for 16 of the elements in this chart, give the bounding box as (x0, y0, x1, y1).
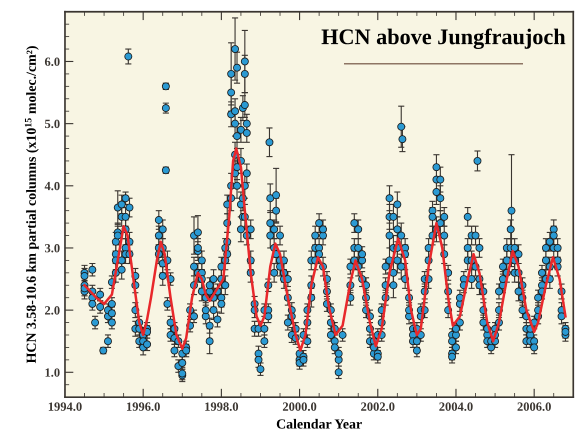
x-tick-label: 2004.0 (439, 402, 473, 411)
x-tick-label: 2002.0 (361, 402, 394, 411)
x-axis-title: Calendar Year (276, 418, 362, 429)
y-tick-label: 5.0 (44, 120, 60, 128)
x-tick-label: 1998.0 (205, 402, 238, 411)
text: HCN above Jungfraujoch (322, 28, 566, 49)
y-tick-label: 1.0 (45, 368, 60, 377)
y-tick-label: 3.0 (44, 244, 60, 252)
y-axis-title: HCN 3.58-10.6 km partial columns (x10$^{15}$ molec./cm²) (24, 46, 39, 364)
x-tick-label: 1996.0 (126, 402, 160, 411)
x-tick-label: 1994.0 (48, 402, 82, 411)
y-tick-label: 2.0 (45, 306, 60, 315)
x-tick-label: 2000.0 (282, 402, 316, 411)
y-tick-label: 6.0 (44, 58, 60, 66)
y-tick-label: 4.0 (44, 182, 60, 190)
x-tick-label: 2006.0 (518, 402, 551, 411)
